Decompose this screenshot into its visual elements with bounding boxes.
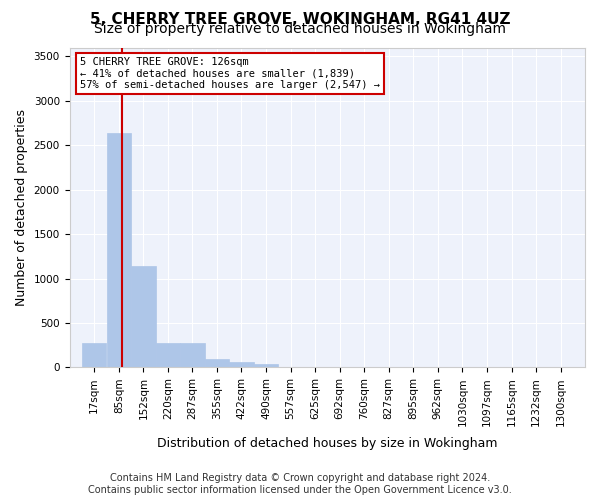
Bar [131,266,155,368]
Text: 5, CHERRY TREE GROVE, WOKINGHAM, RG41 4UZ: 5, CHERRY TREE GROVE, WOKINGHAM, RG41 4U… [90,12,510,28]
Bar [107,133,131,368]
Bar [82,344,106,367]
Bar [205,360,229,368]
Bar [254,364,278,368]
Bar [229,362,254,368]
Bar [156,342,180,367]
Text: Size of property relative to detached houses in Wokingham: Size of property relative to detached ho… [94,22,506,36]
Text: 5 CHERRY TREE GROVE: 126sqm
← 41% of detached houses are smaller (1,839)
57% of : 5 CHERRY TREE GROVE: 126sqm ← 41% of det… [80,57,380,90]
Text: Contains HM Land Registry data © Crown copyright and database right 2024.
Contai: Contains HM Land Registry data © Crown c… [88,474,512,495]
Y-axis label: Number of detached properties: Number of detached properties [15,109,28,306]
Bar [180,342,205,367]
X-axis label: Distribution of detached houses by size in Wokingham: Distribution of detached houses by size … [157,437,497,450]
